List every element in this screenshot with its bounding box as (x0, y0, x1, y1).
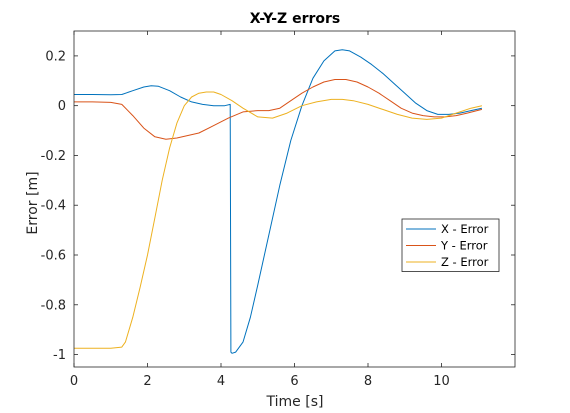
x-axis-label: Time [s] (266, 394, 324, 410)
legend-entry: X - Error (441, 222, 489, 236)
chart-title: X-Y-Z errors (250, 11, 340, 27)
x-tick-label: 6 (290, 374, 298, 389)
legend-entry: Z - Error (441, 255, 489, 269)
x-tick-label: 2 (143, 374, 151, 389)
series-line-x (74, 49, 483, 354)
y-tick-label: -1 (53, 348, 66, 363)
x-tick-label: 0 (70, 374, 78, 389)
y-axis-ticks: 0.2 0 -0.2 -0.4 -0.6 -0.8 -1 (41, 49, 515, 363)
x-tick-label: 10 (433, 374, 450, 389)
x-tick-label: 4 (217, 374, 225, 389)
series-lines (74, 49, 483, 354)
y-tick-label: -0.8 (41, 298, 66, 313)
axes-box (73, 30, 516, 368)
series-line-y (74, 79, 483, 140)
y-tick-label: -0.4 (41, 199, 66, 214)
y-axis-label: Error [m] (25, 171, 41, 234)
x-axis-ticks: 0 2 4 6 8 10 (70, 31, 450, 389)
legend-entry: Y - Error (440, 239, 488, 253)
y-tick-label: 0 (58, 99, 66, 114)
y-tick-label: -0.2 (41, 149, 66, 164)
y-tick-label: 0.2 (45, 49, 66, 64)
series-line-z (74, 91, 483, 349)
x-tick-label: 8 (364, 374, 372, 389)
legend: X - Error Y - Error Z - Error (401, 218, 500, 272)
y-tick-label: -0.6 (41, 249, 66, 264)
